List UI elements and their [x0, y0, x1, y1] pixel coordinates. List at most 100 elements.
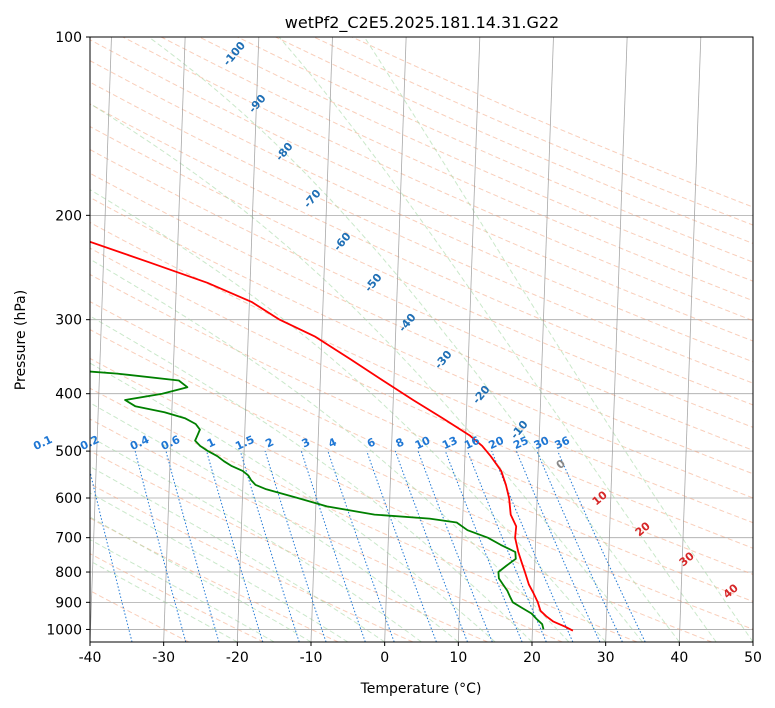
y-axis-label: Pressure (hPa): [13, 290, 29, 390]
isotherm-line: [236, 37, 260, 642]
isotherm-line: [163, 37, 186, 642]
isotherm-label: -50: [362, 271, 385, 295]
isotherm-label: -30: [432, 348, 455, 372]
mixing-ratio-label: 36: [553, 434, 573, 452]
mixing-ratio-line: [239, 450, 300, 642]
dry-adiabat-label: 20: [633, 519, 653, 539]
x-tick-label: 40: [670, 650, 688, 666]
dry-adiabat-label: 40: [721, 581, 741, 601]
dewpoint-profile-line: [90, 370, 545, 630]
y-tick-label: 400: [55, 387, 82, 403]
moist-adiabat-line: [90, 189, 607, 642]
dry-adiabat-line: [90, 553, 264, 642]
x-axis-label: Temperature (°C): [360, 681, 482, 697]
isotherm-line: [457, 37, 481, 642]
mixing-ratio-label: 1.5: [233, 433, 256, 453]
x-tick-label: 10: [449, 650, 467, 666]
plot-frame: [89, 36, 754, 643]
dry-adiabat-line: [90, 387, 638, 642]
moist-adiabat-line: [278, 37, 717, 642]
mixing-ratio-line: [366, 450, 437, 642]
mixing-ratio-label: 20: [487, 434, 507, 452]
mixing-ratio-line: [165, 450, 220, 642]
mixing-ratio-label: 30: [532, 434, 552, 452]
isotherm-label: -100: [220, 39, 248, 69]
dry-adiabat-label: 30: [677, 549, 697, 569]
y-tick-label: 1000: [46, 622, 82, 638]
dry-adiabat-line: [90, 329, 753, 630]
dry-adiabat-line: [351, 37, 753, 208]
isotherm-label: -70: [301, 187, 324, 211]
moist-adiabat-line: [90, 402, 459, 642]
mixing-ratio-label: 8: [394, 435, 406, 450]
mixing-ratio-label: 10: [413, 434, 433, 452]
mixing-ratio-line: [394, 450, 468, 642]
mixing-ratio-line: [444, 450, 523, 642]
dry-adiabat-line: [90, 196, 753, 499]
dry-adiabat-line: [313, 37, 753, 226]
mixing-ratio-line: [264, 450, 327, 642]
dry-adiabat-line: [90, 450, 488, 642]
mixing-ratio-label: 1: [205, 435, 217, 450]
isotherm-label: -20: [470, 383, 493, 407]
mixing-ratio-line: [327, 450, 395, 642]
axis-ticks: -40 -30 -20 -10 0 10 20 30 40 5010020030040050060…: [46, 30, 762, 666]
y-tick-label: 300: [55, 313, 82, 329]
moist-adiabat-line: [363, 37, 753, 642]
dry-adiabat-label: 10: [590, 488, 610, 508]
moist-adiabat-line: [90, 315, 533, 642]
y-tick-label: 100: [55, 30, 82, 46]
isotherm-line: [678, 37, 702, 642]
mixing-ratio-label: 3: [300, 435, 312, 450]
isotherm-line: [752, 630, 753, 642]
mixing-ratio-label: 0.1: [31, 433, 54, 453]
y-tick-label: 700: [55, 531, 82, 547]
x-tick-label: -30: [152, 650, 175, 666]
x-tick-label: -10: [300, 650, 323, 666]
moist-adiabat-line: [90, 102, 643, 642]
isotherm-line: [90, 37, 112, 642]
mixing-ratio-label: 2: [263, 435, 275, 450]
x-tick-label: 50: [744, 650, 762, 666]
moist-adiabat-line: [90, 516, 312, 642]
mixing-ratio-line: [134, 450, 187, 642]
dry-adiabat-line: [90, 247, 753, 549]
profile-lines: [90, 240, 574, 632]
moist-adiabat-line: [90, 492, 349, 642]
isotherm-line: [605, 37, 628, 642]
dry-adiabat-line: [90, 357, 712, 642]
x-tick-label: 30: [597, 650, 615, 666]
mixing-ratio-label: 16: [462, 434, 482, 452]
moist-adiabat-line: [90, 258, 570, 642]
moist-adiabat-line: [90, 560, 238, 642]
moist-adiabat-line: [147, 37, 680, 642]
isotherm-label: -90: [246, 92, 269, 116]
chart-title: wetPf2_C2E5.2025.181.14.31.G22: [285, 13, 559, 33]
mixing-ratio-line: [515, 450, 601, 642]
dry-adiabat-line: [90, 81, 753, 384]
dry-adiabat-line: [90, 418, 563, 642]
dry-adiabat-line: [90, 60, 753, 363]
dry-adiabat-line: [90, 273, 753, 575]
x-tick-label: -20: [226, 650, 249, 666]
isotherm-line: [531, 37, 554, 642]
isotherm-line: [310, 37, 333, 642]
isotherm-label: -40: [396, 311, 419, 335]
mixing-ratio-line: [300, 450, 366, 642]
mixing-ratio-line: [536, 450, 623, 642]
moist-adiabat-line: [90, 436, 422, 642]
grid-lines: [90, 37, 753, 642]
dry-adiabat-line: [90, 39, 753, 342]
mixing-ratio-label: 25: [511, 434, 530, 452]
isotherm-line: [384, 37, 407, 642]
x-tick-label: 0: [380, 650, 389, 666]
mixing-ratio-line: [90, 469, 133, 642]
dry-adiabat-line: [90, 590, 190, 642]
dry-adiabat-line: [90, 301, 753, 602]
y-tick-label: 200: [55, 208, 82, 224]
x-tick-label: -40: [79, 650, 102, 666]
mixing-ratio-line: [417, 450, 493, 642]
mixing-ratio-line: [557, 450, 646, 642]
y-tick-label: 600: [55, 491, 82, 507]
